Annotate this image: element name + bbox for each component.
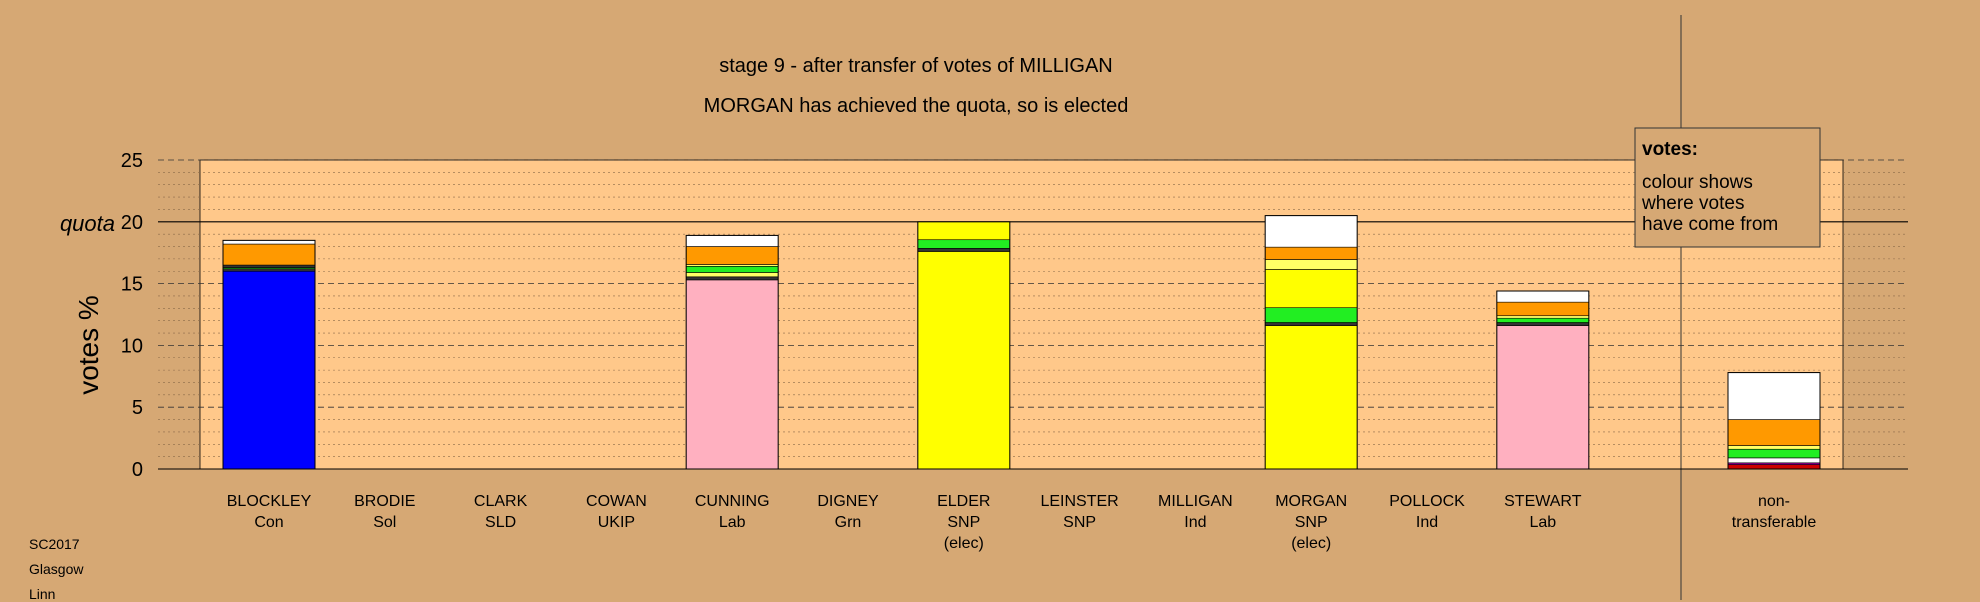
legend-line: have come from [1642, 214, 1778, 235]
bar-segment-cunning [685, 276, 779, 281]
bar-outline-stewart [1496, 290, 1590, 470]
x-tick-party: Ind [1184, 514, 1206, 531]
bar-segment-blockley [222, 240, 316, 245]
y-tick-label: 10 [121, 335, 143, 357]
bar-segment-cunning [685, 279, 779, 470]
bar-outline-morgan [1264, 215, 1358, 470]
y-tick-label: 5 [132, 397, 143, 419]
y-tick-label: 20 [121, 212, 143, 234]
bar-segment-morgan [1264, 325, 1358, 470]
bars [222, 215, 1821, 470]
grid [158, 159, 1908, 470]
legend-line: where votes [1641, 193, 1744, 214]
bar-segment-stewart [1496, 322, 1590, 326]
x-tick-label: POLLOCK [1389, 493, 1465, 510]
x-tick-note: (elec) [1291, 535, 1331, 552]
bar-segment-blockley [222, 270, 316, 470]
x-tick-label: DIGNEY [817, 493, 879, 510]
x-tick-party: Lab [1529, 514, 1556, 531]
x-tick-label: BLOCKLEY [227, 493, 312, 510]
bar-segment-morgan [1264, 246, 1358, 260]
x-tick-label: MILLIGAN [1158, 493, 1233, 510]
x-tick-label: transferable [1732, 514, 1817, 531]
bar-segment-elder [917, 248, 1011, 252]
bar-segment-stewart [1496, 325, 1590, 470]
y-axis: 0 5 10 15 20 25 [121, 150, 143, 481]
bar-segment-nontransferable [1727, 457, 1821, 464]
x-tick-label: COWAN [586, 493, 647, 510]
bar-outline-elder [917, 221, 1011, 470]
bar-segment-stewart [1496, 290, 1590, 303]
bar-segment-morgan [1264, 307, 1358, 323]
y-tick-label: 25 [121, 150, 143, 172]
bar-segment-morgan [1264, 322, 1358, 326]
bar-segment-elder [917, 239, 1011, 249]
bar-outline-blockley [222, 239, 316, 470]
x-tick-label: CUNNING [695, 493, 770, 510]
bar-segment-nontransferable [1727, 372, 1821, 420]
bar-segment-elder [917, 221, 1011, 241]
chart-subtitle: MORGAN has achieved the quota, so is ele… [704, 95, 1129, 117]
x-tick-label: ELDER [937, 493, 990, 510]
quota-label: quota [60, 211, 115, 236]
bar-segment-stewart [1496, 315, 1590, 319]
bar-segment-cunning [685, 265, 779, 273]
bar-segment-nontransferable [1727, 464, 1821, 470]
legend-heading: votes: [1642, 139, 1698, 160]
x-tick-party: SNP [947, 514, 980, 531]
x-tick-party: Sol [373, 514, 396, 531]
x-tick-label: non- [1758, 493, 1790, 510]
x-tick-label: STEWART [1504, 493, 1582, 510]
x-tick-party: SNP [1295, 514, 1328, 531]
bar-segment-blockley [222, 268, 316, 272]
x-axis-labels: BLOCKLEY Con BRODIE Sol CLARK SLD COWAN UKIP CUN… [227, 493, 1817, 552]
footer-line: SC2017 [29, 536, 80, 552]
bar-outline-cunning [685, 234, 779, 470]
bar-outline-nontransferable [1727, 372, 1821, 470]
bar-segment-nontransferable [1727, 419, 1821, 446]
bar-segment-cunning [685, 246, 779, 265]
bar-segment-elder [917, 251, 1011, 470]
x-tick-party: SNP [1063, 514, 1096, 531]
legend-box [1634, 127, 1821, 248]
plot-panel [199, 159, 1844, 470]
x-tick-party: Grn [835, 514, 862, 531]
bar-segment-cunning [685, 235, 779, 247]
x-tick-label: BRODIE [354, 493, 415, 510]
x-tick-party: Con [254, 514, 283, 531]
bar-segment-cunning [685, 272, 779, 278]
bar-segment-stewart [1496, 301, 1590, 317]
x-tick-label: CLARK [474, 493, 528, 510]
legend-line: colour shows [1642, 172, 1753, 193]
bar-segment-morgan [1264, 259, 1358, 270]
x-tick-party: Ind [1416, 514, 1438, 531]
bar-segment-nontransferable [1727, 445, 1821, 450]
x-tick-label: LEINSTER [1040, 493, 1118, 510]
bar-segment-stewart [1496, 317, 1590, 323]
bar-segment-nontransferable [1727, 448, 1821, 459]
footer-line: Glasgow [29, 561, 84, 577]
y-tick-label: 15 [121, 274, 143, 296]
bar-segment-morgan [1264, 215, 1358, 248]
x-tick-party: Lab [719, 514, 746, 531]
x-tick-party: SLD [485, 514, 516, 531]
x-tick-note: (elec) [944, 535, 984, 552]
y-tick-label: 0 [132, 459, 143, 481]
legend: votes: colour shows where votes have com… [1634, 127, 1821, 248]
bar-segment-blockley [222, 264, 316, 268]
x-tick-label: MORGAN [1275, 493, 1347, 510]
chart-title: stage 9 - after transfer of votes of MIL… [719, 55, 1113, 77]
footer-line: Linn [29, 586, 56, 602]
bar-segment-blockley [222, 243, 316, 266]
y-axis-title: votes % [73, 295, 104, 395]
bar-segment-morgan [1264, 269, 1358, 309]
x-tick-party: UKIP [598, 514, 635, 531]
